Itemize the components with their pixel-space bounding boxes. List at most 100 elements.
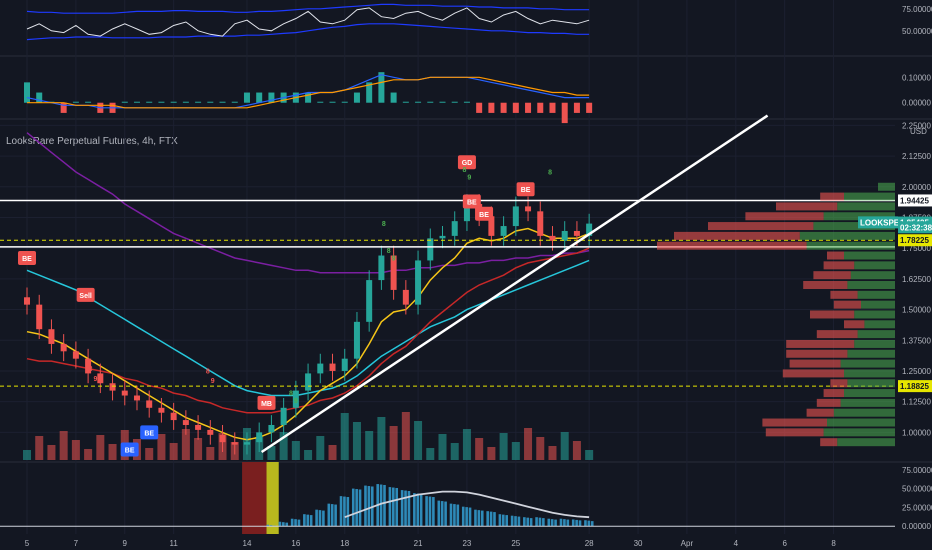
volume-osc-bar xyxy=(465,507,468,527)
candle-body xyxy=(85,358,92,374)
volume-osc-bar xyxy=(547,518,551,527)
sequential-count: 8 xyxy=(382,221,386,228)
volume-osc-bar xyxy=(575,519,578,527)
sequential-count: 9 xyxy=(294,398,298,405)
volume-profile-sell xyxy=(786,339,855,348)
sequential-count: 8 xyxy=(463,167,467,174)
volume-osc-bar xyxy=(294,519,297,527)
rsi-lower-band xyxy=(26,23,590,41)
volume-osc-bar xyxy=(416,493,420,527)
volume-bar xyxy=(157,434,166,460)
volume-bar xyxy=(572,441,581,460)
volume-profile-buy xyxy=(847,379,895,388)
volume-osc-bar xyxy=(290,518,294,527)
macd-histogram-bar xyxy=(256,92,263,103)
volume-osc-bar xyxy=(419,494,423,527)
volume-profile-buy xyxy=(878,182,895,191)
volume-bar xyxy=(206,447,215,460)
volume-bar xyxy=(145,448,154,460)
candle-body xyxy=(549,235,556,241)
macd-histogram-bar xyxy=(512,102,519,113)
volume-osc-bar xyxy=(502,514,505,527)
candle-body xyxy=(341,358,348,371)
price-tag-box xyxy=(898,221,932,234)
volume-osc-bar xyxy=(535,517,538,527)
signal-box xyxy=(76,287,95,302)
rsi-upper-band xyxy=(26,3,590,14)
signal-marker: BE xyxy=(516,182,535,197)
volume-osc-bar xyxy=(456,504,460,527)
macd-histogram-bar xyxy=(219,101,226,103)
volume-bar xyxy=(487,447,496,460)
candle-body xyxy=(451,221,458,236)
volume-osc-bar xyxy=(303,514,306,527)
macd-histogram-bar xyxy=(427,101,434,103)
macd-histogram-bar xyxy=(549,102,556,113)
macd-line xyxy=(26,74,590,109)
volume-bar xyxy=(401,412,410,460)
volume-profile-buy xyxy=(813,222,895,231)
volume-profile-sell xyxy=(823,261,855,270)
macd-histogram-bar xyxy=(317,101,324,103)
candle-body xyxy=(512,206,519,227)
x-axis-label: 18 xyxy=(340,539,349,548)
volume-profile-sell xyxy=(803,281,848,289)
volume-bar xyxy=(194,438,203,460)
volume-osc-bar xyxy=(269,525,273,527)
volume-bar xyxy=(23,450,31,460)
volume-profile-sell xyxy=(806,408,834,417)
candle-body xyxy=(329,363,336,371)
volume-osc-bar xyxy=(367,486,371,527)
volume-profile-buy xyxy=(840,359,895,368)
macd-histogram-bar xyxy=(195,101,202,103)
macd-histogram-bar xyxy=(341,101,348,103)
signal-label: MB xyxy=(261,401,272,408)
volume-osc-bar xyxy=(318,510,322,527)
volume-profile-buy xyxy=(799,231,895,240)
signal-box xyxy=(120,442,139,457)
ema-yellow-line xyxy=(26,227,590,441)
volume-bar xyxy=(47,445,56,460)
volume-osc-bar xyxy=(529,518,533,527)
volume-axis-label: 75.00000 xyxy=(902,466,932,475)
volume-osc-bar xyxy=(327,503,331,527)
volume-osc-bar xyxy=(510,515,514,527)
volume-profile-buy xyxy=(840,398,895,407)
volume-axis-label: 50.00000 xyxy=(902,485,932,494)
price-tag-label: 1.94425 xyxy=(900,196,929,205)
volume-osc-bar xyxy=(566,519,570,527)
volume-profile-sell xyxy=(820,438,838,447)
volume-osc-bar xyxy=(413,493,416,527)
macd-histogram-bar xyxy=(243,92,250,103)
candle-body xyxy=(219,434,226,443)
volume-profile-sell xyxy=(833,300,861,309)
volume-profile-sell xyxy=(810,310,855,319)
volume-profile-buy xyxy=(850,271,895,280)
candle-body xyxy=(48,329,55,344)
volume-bar xyxy=(499,433,508,460)
volume-osc-bar xyxy=(542,518,545,527)
volume-profile-buy xyxy=(857,330,895,339)
macd-histogram-bar xyxy=(133,101,140,103)
volume-osc-bar xyxy=(477,510,481,527)
volume-bar xyxy=(585,450,594,460)
sequential-count: 9 xyxy=(392,255,396,262)
volume-profile-sell xyxy=(813,271,851,280)
price-tag-box xyxy=(858,216,898,229)
sequential-count: 8 xyxy=(387,248,391,255)
rsi-axis-label: 50.00000 xyxy=(902,27,932,36)
macd-histogram-bar xyxy=(390,92,397,103)
volume-profile-buy xyxy=(854,339,895,348)
signal-label: BE xyxy=(22,256,32,263)
volume-profile-sell xyxy=(786,349,848,358)
candle-body xyxy=(573,230,580,236)
volume-bar xyxy=(304,450,313,460)
volume-bar xyxy=(340,413,349,460)
volume-osc-bar xyxy=(590,521,594,527)
macd-signal-line xyxy=(27,76,590,109)
candle-body xyxy=(305,373,312,391)
macd-histogram-bar xyxy=(170,101,177,103)
highlight-region-red xyxy=(242,462,267,534)
signal-marker: BE xyxy=(18,250,36,265)
